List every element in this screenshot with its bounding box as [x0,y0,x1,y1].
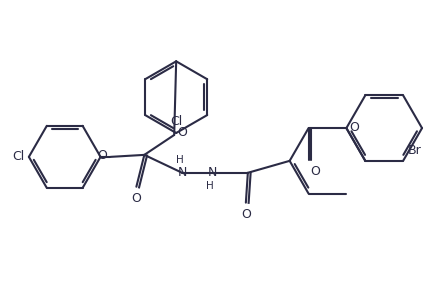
Text: O: O [177,127,187,140]
Text: O: O [132,192,141,205]
Text: N: N [207,166,217,179]
Text: O: O [98,149,108,162]
Text: O: O [241,208,251,221]
Text: H: H [206,181,214,191]
Text: H: H [176,155,184,165]
Text: O: O [349,121,359,134]
Text: Cl: Cl [170,115,182,128]
Text: O: O [310,165,320,178]
Text: Cl: Cl [12,150,25,163]
Text: N: N [178,166,187,179]
Text: Br: Br [408,144,422,157]
